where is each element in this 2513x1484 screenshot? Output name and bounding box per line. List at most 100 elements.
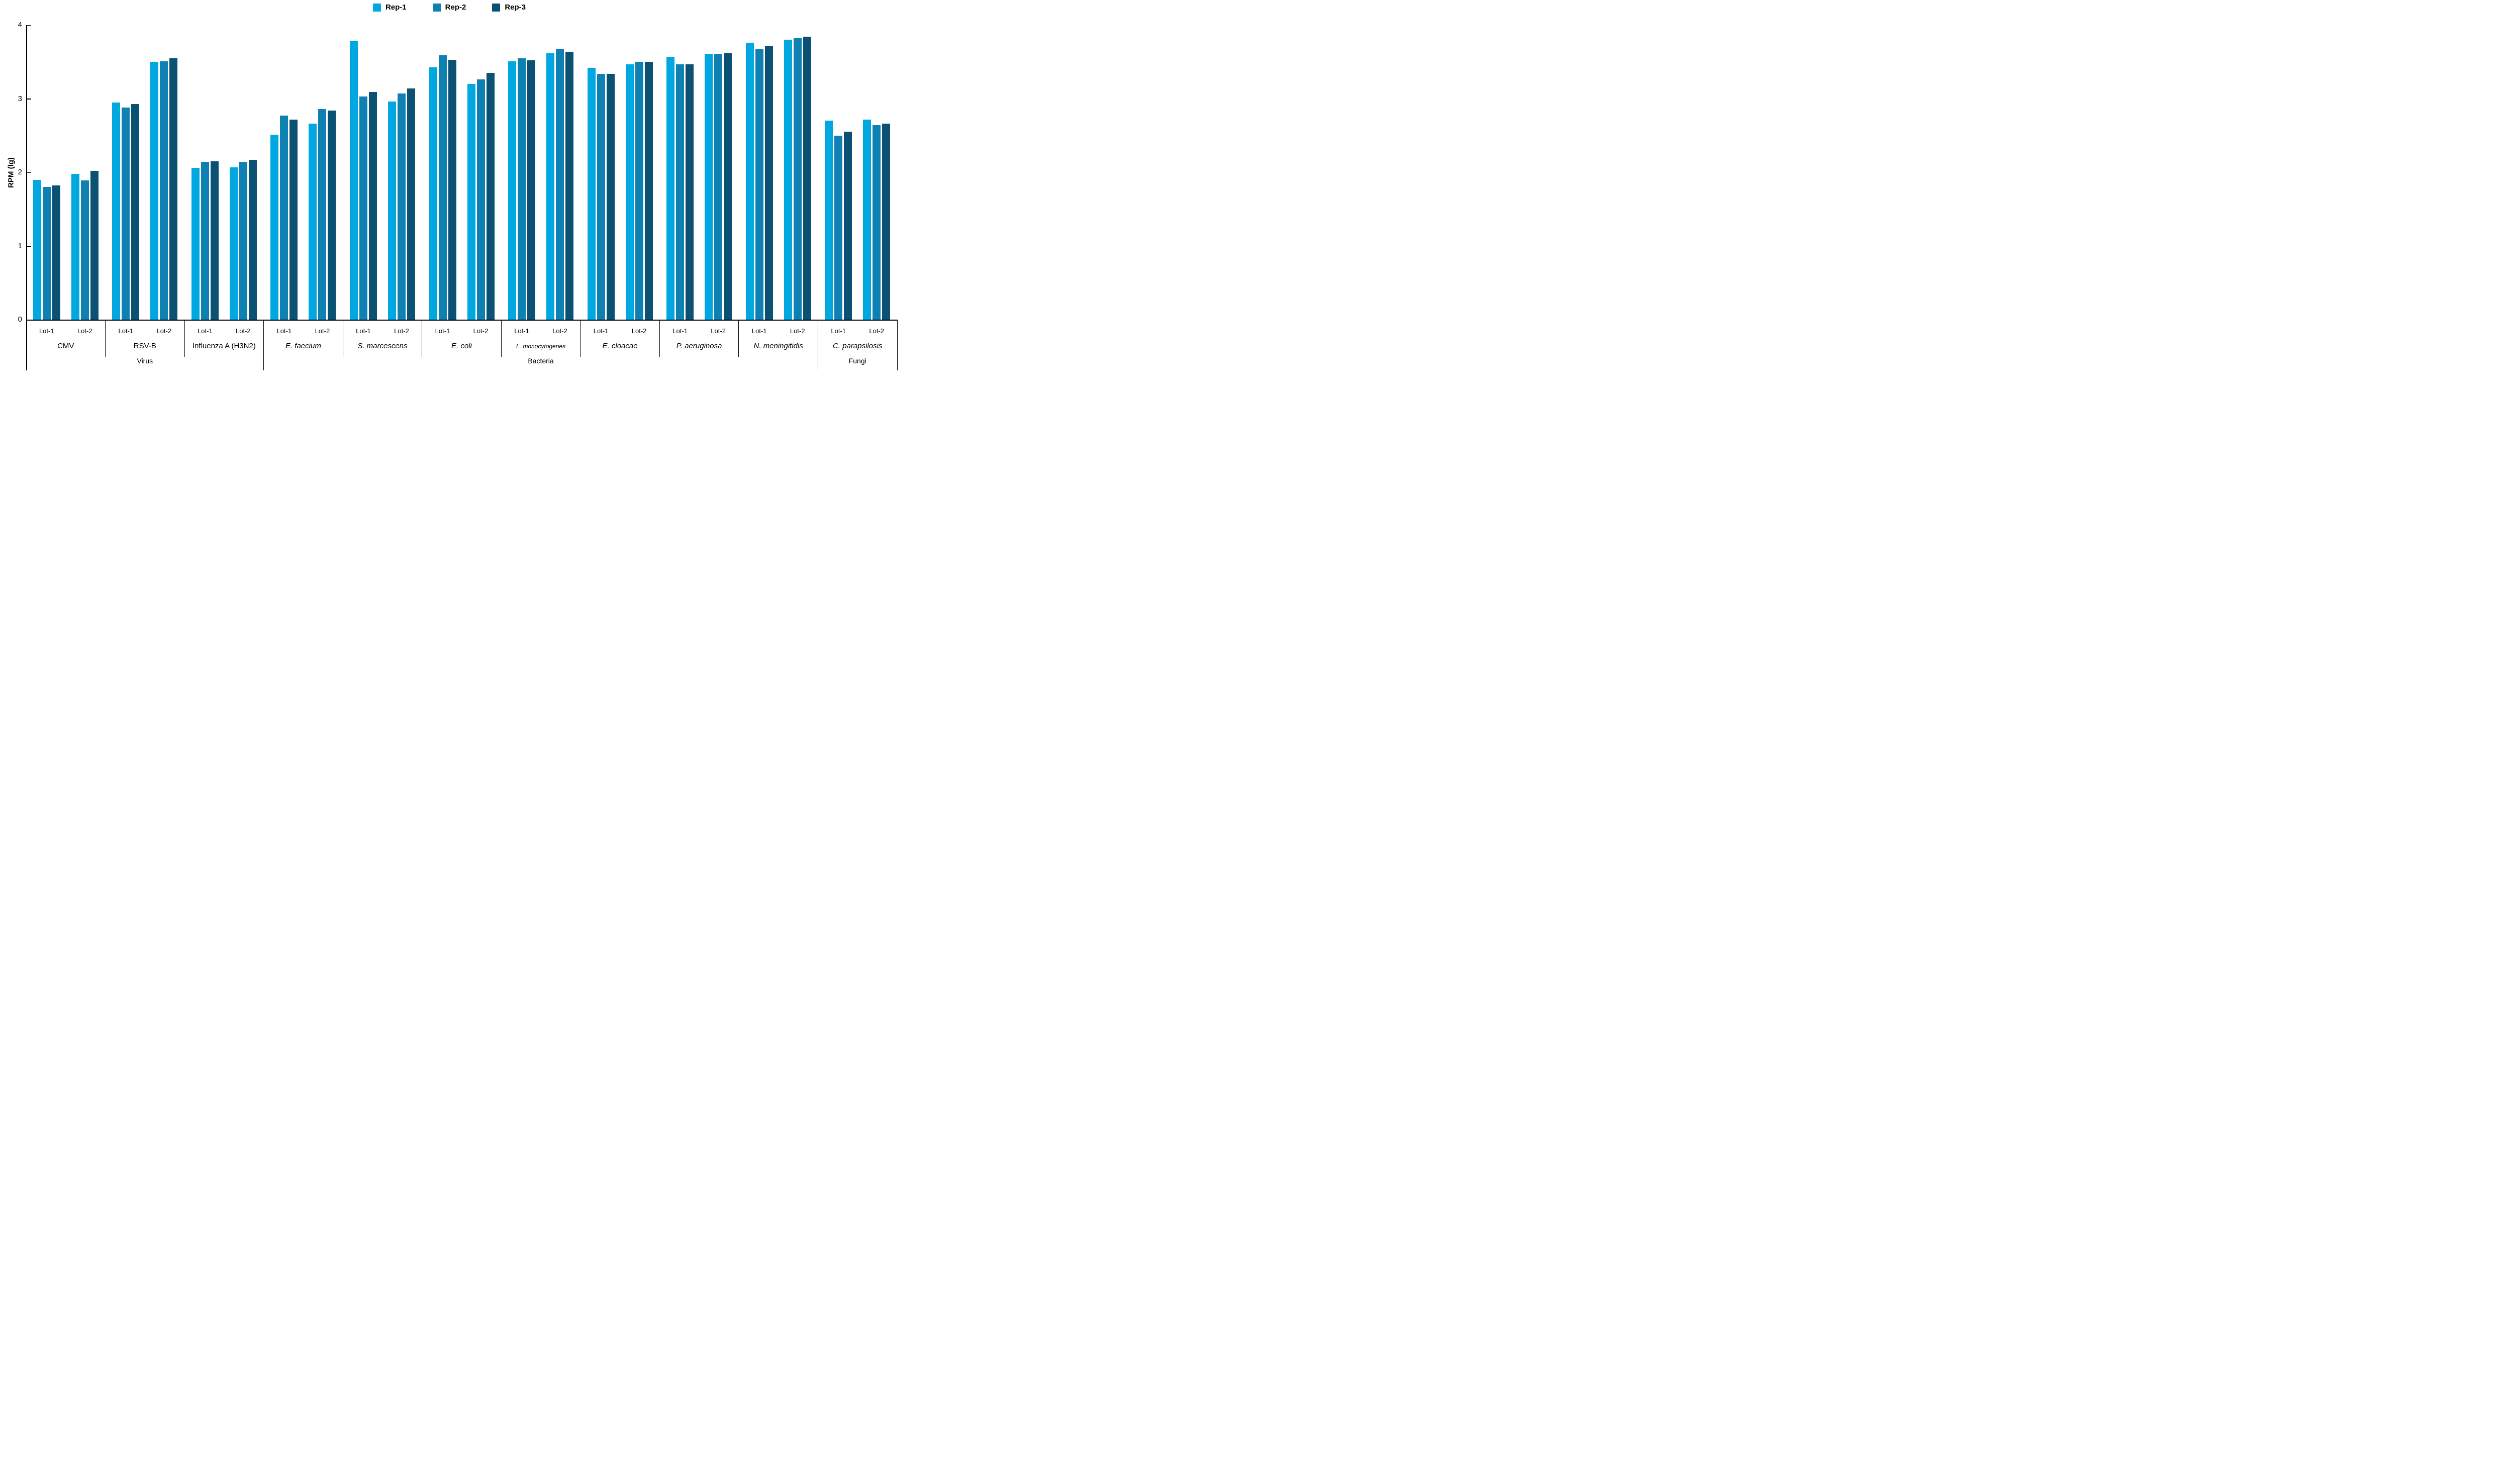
legend-item-rep-2: Rep-2 — [432, 3, 466, 12]
bar-rep-1-e-cloacae-lot-2 — [625, 64, 634, 320]
bar-rep-2-c-parapsilosis-lot-1 — [834, 135, 843, 320]
bar-rep-2-rsv-b-lot-1 — [122, 108, 130, 320]
organism-label: CMV — [57, 342, 74, 350]
bar-rep-1-cmv-lot-2 — [71, 173, 79, 320]
bar-rep-3-influenza-a-h3n2--lot-2 — [248, 160, 257, 320]
bar-rep-3-n-meningitidis-lot-2 — [803, 37, 811, 320]
bar-rep-2-e-cloacae-lot-2 — [635, 62, 643, 320]
bar-rep-1-p-aeruginosa-lot-2 — [705, 54, 713, 320]
bar-rep-3-c-parapsilosis-lot-1 — [844, 132, 852, 320]
bar-rep-2-e-faecium-lot-2 — [318, 109, 327, 320]
bar-rep-1-e-faecium-lot-2 — [309, 124, 317, 320]
bar-rep-2-s-marcescens-lot-2 — [397, 93, 406, 320]
bar-rep-3-e-faecium-lot-1 — [289, 119, 298, 320]
organism-label: C. parapsilosis — [833, 342, 883, 350]
legend-swatch-icon — [432, 3, 441, 12]
lot-label: Lot-2 — [394, 327, 409, 335]
bar-rep-2-e-coli-lot-2 — [476, 79, 485, 320]
lot-label: Lot-1 — [118, 327, 134, 335]
bar-rep-2-p-aeruginosa-lot-2 — [714, 54, 723, 320]
organism-label: E. cloacae — [602, 342, 638, 350]
bar-rep-1-c-parapsilosis-lot-1 — [825, 121, 833, 320]
bar-rep-1-l-monocytogenes-lot-2 — [546, 53, 555, 320]
legend-swatch-icon — [492, 3, 501, 12]
organism-label: E. faecium — [285, 342, 321, 350]
organism-label: S. marcescens — [357, 342, 408, 350]
bar-rep-3-e-cloacae-lot-1 — [606, 73, 615, 320]
bar-rep-1-influenza-a-h3n2--lot-2 — [229, 167, 238, 320]
bar-rep-1-rsv-b-lot-2 — [150, 62, 159, 320]
lot-label: Lot-2 — [473, 327, 489, 335]
category-separator — [897, 320, 898, 370]
organism-separator — [738, 320, 739, 357]
bar-rep-3-c-parapsilosis-lot-2 — [882, 124, 891, 320]
legend-label: Rep-3 — [505, 3, 526, 12]
bar-rep-2-e-cloacae-lot-1 — [597, 73, 605, 320]
y-tick-mark — [27, 25, 31, 26]
bar-rep-1-e-coli-lot-2 — [467, 84, 475, 320]
category-separator — [263, 320, 264, 370]
bar-rep-3-l-monocytogenes-lot-1 — [527, 60, 536, 320]
bar-rep-3-e-faecium-lot-2 — [328, 110, 336, 320]
category-label: Virus — [137, 357, 153, 365]
lot-label: Lot-2 — [77, 327, 92, 335]
legend-item-rep-1: Rep-1 — [372, 3, 407, 12]
bar-rep-2-influenza-a-h3n2--lot-1 — [201, 162, 209, 320]
bar-rep-3-l-monocytogenes-lot-2 — [565, 51, 574, 320]
bar-rep-3-n-meningitidis-lot-1 — [764, 46, 773, 320]
lot-label: Lot-2 — [869, 327, 885, 335]
bar-rep-1-rsv-b-lot-1 — [112, 102, 121, 320]
lot-label: Lot-1 — [672, 327, 688, 335]
lot-label: Lot-2 — [156, 327, 172, 335]
bar-rep-3-rsv-b-lot-2 — [169, 58, 178, 320]
bar-rep-3-e-coli-lot-1 — [448, 59, 456, 320]
y-tick-label: 0 — [18, 315, 22, 324]
bar-rep-2-l-monocytogenes-lot-2 — [556, 48, 564, 320]
organism-separator — [105, 320, 106, 357]
lot-label: Lot-2 — [711, 327, 726, 335]
lot-label: Lot-1 — [514, 327, 529, 335]
organism-separator — [659, 320, 660, 357]
x-axis-line — [26, 320, 897, 321]
legend-swatch-icon — [372, 3, 381, 12]
bar-rep-2-p-aeruginosa-lot-1 — [676, 64, 685, 320]
bar-rep-1-n-meningitidis-lot-2 — [784, 40, 792, 320]
lot-label: Lot-1 — [593, 327, 609, 335]
legend-label: Rep-2 — [445, 3, 466, 12]
bar-rep-1-s-marcescens-lot-1 — [349, 41, 358, 320]
bar-rep-2-c-parapsilosis-lot-2 — [873, 125, 881, 320]
legend-label: Rep-1 — [385, 3, 407, 12]
bar-rep-1-p-aeruginosa-lot-1 — [666, 56, 675, 320]
bar-rep-2-e-faecium-lot-1 — [280, 116, 288, 320]
bar-rep-3-influenza-a-h3n2--lot-1 — [210, 161, 219, 320]
lot-label: Lot-2 — [790, 327, 805, 335]
lot-label: Lot-2 — [552, 327, 567, 335]
lot-label: Lot-1 — [39, 327, 54, 335]
bar-rep-2-l-monocytogenes-lot-1 — [518, 58, 526, 320]
legend-item-rep-3: Rep-3 — [492, 3, 526, 12]
lot-label: Lot-1 — [276, 327, 292, 335]
bar-rep-3-e-coli-lot-2 — [486, 73, 495, 320]
y-axis-line — [26, 25, 27, 370]
bar-rep-1-influenza-a-h3n2--lot-1 — [191, 168, 200, 320]
bar-rep-1-c-parapsilosis-lot-2 — [863, 119, 872, 320]
bar-rep-3-p-aeruginosa-lot-1 — [686, 64, 694, 320]
bar-rep-3-cmv-lot-1 — [52, 185, 60, 320]
bar-rep-1-l-monocytogenes-lot-1 — [508, 61, 517, 320]
lot-label: Lot-2 — [631, 327, 647, 335]
y-tick-mark — [27, 98, 31, 100]
y-tick-label: 3 — [18, 94, 22, 103]
lot-label: Lot-1 — [356, 327, 371, 335]
bar-rep-1-cmv-lot-1 — [33, 179, 41, 320]
category-label: Fungi — [848, 357, 866, 365]
y-tick-mark — [27, 319, 31, 320]
organism-label: Influenza A (H3N2) — [192, 342, 256, 350]
bar-rep-2-e-coli-lot-1 — [438, 55, 447, 320]
bar-rep-2-cmv-lot-2 — [80, 180, 89, 320]
bar-chart: Rep-1 Rep-2 Rep-3 RPM (lg) 0 1 2 3 4 Lot-1 Lot-2… — [0, 0, 899, 371]
bar-rep-1-e-cloacae-lot-1 — [587, 67, 596, 320]
bar-rep-2-n-meningitidis-lot-2 — [793, 38, 802, 320]
y-tick-label: 4 — [18, 21, 22, 29]
organism-separator — [501, 320, 502, 357]
legend: Rep-1 Rep-2 Rep-3 — [0, 3, 899, 12]
